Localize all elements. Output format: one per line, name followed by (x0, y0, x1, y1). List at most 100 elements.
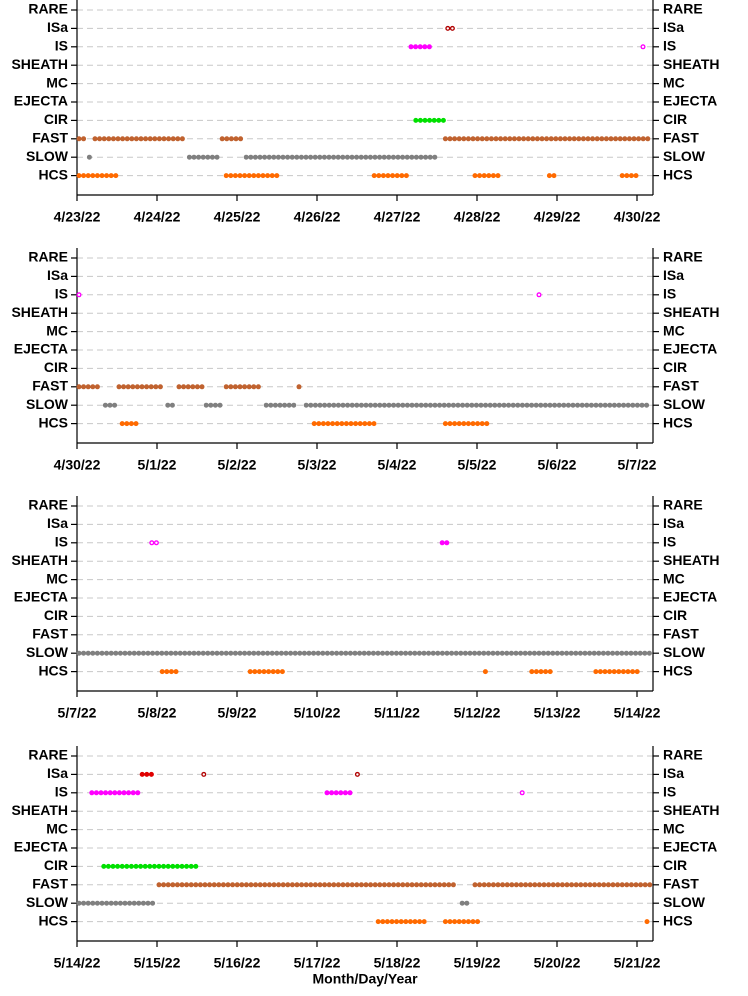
y-tick-label: IS (55, 38, 68, 54)
y-tick-label: SLOW (663, 894, 706, 910)
y-tick-label: SLOW (26, 396, 69, 412)
x-tick-label: 5/13/22 (534, 705, 581, 721)
y-tick-label: EJECTA (663, 589, 717, 605)
y-tick-label: IS (663, 38, 676, 54)
y-tick-label: SHEATH (663, 56, 720, 72)
y-tick-label: EJECTA (663, 341, 717, 357)
x-tick-label: 5/12/22 (454, 705, 501, 721)
y-tick-label: CIR (663, 111, 687, 127)
y-tick-label: SHEATH (11, 552, 68, 568)
x-tick-label: 5/20/22 (534, 955, 581, 971)
y-tick-label: HCS (663, 912, 693, 928)
x-tick-label: 4/25/22 (214, 209, 261, 225)
x-tick-label: 5/19/22 (454, 955, 501, 971)
x-tick-label: 4/26/22 (294, 209, 341, 225)
y-tick-label: SHEATH (663, 552, 720, 568)
x-tick-label: 5/11/22 (374, 705, 420, 721)
y-tick-label: FAST (32, 378, 68, 394)
y-tick-label: HCS (663, 414, 693, 430)
y-tick-label: FAST (32, 130, 68, 146)
y-tick-label: RARE (663, 1, 703, 17)
y-tick-label: FAST (32, 626, 68, 642)
x-tick-label: 4/29/22 (534, 209, 581, 225)
y-tick-label: ISa (47, 267, 68, 283)
y-tick-label: MC (46, 322, 68, 338)
y-tick-label: EJECTA (14, 341, 68, 357)
y-tick-label: RARE (28, 497, 68, 513)
y-tick-label: SHEATH (11, 304, 68, 320)
y-tick-label: SLOW (663, 644, 706, 660)
x-tick-label: 5/16/22 (214, 955, 261, 971)
y-tick-label: FAST (663, 130, 699, 146)
x-tick-label: 5/1/22 (138, 457, 177, 473)
y-tick-label: MC (663, 570, 685, 586)
y-tick-label: MC (46, 74, 68, 90)
y-tick-label: RARE (28, 1, 68, 17)
y-tick-label: RARE (663, 747, 703, 763)
y-tick-label: HCS (38, 166, 68, 182)
y-tick-label: HCS (38, 662, 68, 678)
x-tick-label: 5/21/22 (614, 955, 661, 971)
y-tick-label: EJECTA (663, 93, 717, 109)
x-tick-label: 5/4/22 (378, 457, 417, 473)
x-tick-label: 5/2/22 (218, 457, 257, 473)
y-tick-label: CIR (44, 359, 68, 375)
x-tick-label: 5/6/22 (538, 457, 577, 473)
x-tick-label: 5/9/22 (218, 705, 257, 721)
x-tick-label: 5/7/22 (618, 457, 657, 473)
y-tick-label: CIR (663, 359, 687, 375)
y-tick-label: SLOW (26, 644, 69, 660)
y-tick-label: EJECTA (14, 93, 68, 109)
y-tick-label: FAST (663, 378, 699, 394)
y-tick-label: MC (46, 820, 68, 836)
x-tick-label: 5/3/22 (298, 457, 337, 473)
x-axis-label: Month/Day/Year (312, 971, 418, 987)
y-tick-label: MC (46, 570, 68, 586)
x-tick-label: 4/28/22 (454, 209, 501, 225)
y-tick-label: ISa (663, 267, 684, 283)
y-tick-label: IS (55, 534, 68, 550)
y-tick-label: ISa (663, 19, 684, 35)
x-tick-label: 4/30/22 (614, 209, 661, 225)
y-tick-label: RARE (663, 497, 703, 513)
y-tick-label: HCS (663, 166, 693, 182)
y-tick-label: HCS (663, 662, 693, 678)
x-tick-label: 4/24/22 (134, 209, 181, 225)
x-tick-label: 5/7/22 (58, 705, 97, 721)
y-tick-label: IS (55, 286, 68, 302)
x-tick-label: 5/15/22 (134, 955, 181, 971)
y-tick-label: IS (663, 534, 676, 550)
y-tick-label: ISa (47, 765, 68, 781)
y-tick-label: SLOW (26, 148, 69, 164)
x-tick-label: 5/17/22 (294, 955, 341, 971)
x-tick-label: 4/23/22 (54, 209, 101, 225)
y-tick-label: SHEATH (663, 802, 720, 818)
y-tick-label: EJECTA (14, 589, 68, 605)
y-tick-label: IS (663, 784, 676, 800)
y-tick-label: MC (663, 74, 685, 90)
x-tick-label: 5/5/22 (458, 457, 497, 473)
y-tick-label: HCS (38, 912, 68, 928)
y-tick-label: SHEATH (11, 802, 68, 818)
y-tick-label: RARE (663, 249, 703, 265)
y-tick-label: EJECTA (663, 839, 717, 855)
y-tick-label: HCS (38, 414, 68, 430)
y-tick-label: SLOW (663, 148, 706, 164)
x-tick-label: 5/14/22 (614, 705, 661, 721)
y-tick-label: CIR (663, 857, 687, 873)
y-tick-label: FAST (663, 626, 699, 642)
y-tick-label: CIR (44, 111, 68, 127)
y-tick-label: IS (663, 286, 676, 302)
x-tick-label: 5/8/22 (138, 705, 177, 721)
y-tick-label: FAST (663, 876, 699, 892)
y-tick-label: MC (663, 820, 685, 836)
y-tick-label: EJECTA (14, 839, 68, 855)
x-tick-label: 5/14/22 (54, 955, 101, 971)
y-tick-label: ISa (663, 765, 684, 781)
y-tick-label: IS (55, 784, 68, 800)
y-tick-label: ISa (47, 515, 68, 531)
y-tick-label: CIR (44, 857, 68, 873)
y-tick-label: RARE (28, 249, 68, 265)
y-tick-label: ISa (47, 19, 68, 35)
